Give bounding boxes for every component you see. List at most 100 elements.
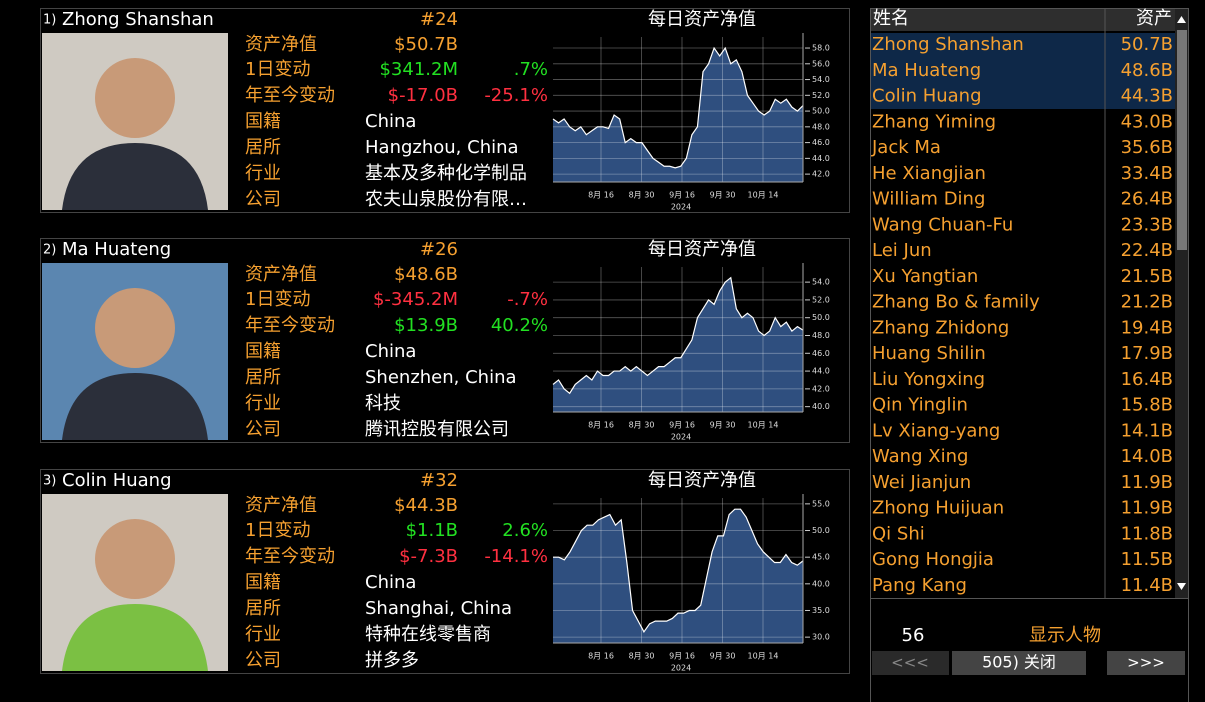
x-tick-label: 10月 14 <box>748 191 779 200</box>
list-value: 26.4B <box>1121 189 1173 210</box>
x-tick-label: 8月 30 <box>629 191 655 200</box>
list-name[interactable]: Jack Ma <box>871 137 941 158</box>
field-label: 资产净值 <box>245 34 317 55</box>
list-name[interactable]: Wang Chuan-Fu <box>872 214 1013 235</box>
list-name[interactable]: Zhang Bo & family <box>872 292 1040 313</box>
field-pct: -25.1% <box>484 85 548 106</box>
x-tick-label: 8月 30 <box>629 421 655 430</box>
profile-index: 3) <box>43 474 56 489</box>
field-value: $13.9B <box>394 315 458 336</box>
list-value: 11.9B <box>1121 472 1173 493</box>
field-text: Hangzhou, China <box>365 137 519 158</box>
photo-head <box>95 288 175 368</box>
list-value: 44.3B <box>1121 86 1173 107</box>
y-tick-label: 52.0 <box>812 295 830 304</box>
button-label: 505) 关闭 <box>982 653 1056 672</box>
list-name[interactable]: Zhong Huijuan <box>872 498 1004 519</box>
field-text: 拼多多 <box>365 650 419 671</box>
field-label: 资产净值 <box>245 495 317 516</box>
photo-head <box>95 58 175 138</box>
profile-index: 1) <box>43 13 56 28</box>
field-label: 居所 <box>245 598 281 619</box>
scroll-up[interactable] <box>1177 16 1186 23</box>
y-tick-label: 42.0 <box>812 384 830 393</box>
list-name[interactable]: Colin Huang <box>872 86 982 107</box>
list-value: 22.4B <box>1121 240 1173 261</box>
list-name[interactable]: Qin Yinglin <box>872 395 968 416</box>
list-name[interactable]: Lei Jun <box>872 240 932 261</box>
scroll-down[interactable] <box>1177 583 1186 590</box>
y-tick-label: 50.0 <box>812 526 830 535</box>
y-tick-label: 54.0 <box>812 278 830 287</box>
profile-rank: #24 <box>420 9 458 30</box>
list-value: 19.4B <box>1121 317 1173 338</box>
list-name[interactable]: Zhang Yiming <box>872 111 996 132</box>
field-label: 年至今变动 <box>245 546 335 567</box>
x-tick-label: 9月 30 <box>710 421 736 430</box>
y-tick-label: 46.0 <box>812 349 830 358</box>
list-name[interactable]: Zhong Shanshan <box>872 34 1024 55</box>
button-next[interactable] <box>1107 651 1185 675</box>
chart-title: 每日资产净值 <box>648 9 756 30</box>
scrollbar-thumb[interactable] <box>1177 30 1187 250</box>
field-label: 国籍 <box>245 341 281 362</box>
button-label: <<< <box>891 654 929 672</box>
photo-body <box>62 373 208 440</box>
list-name[interactable]: Lv Xiang-yang <box>872 420 1000 441</box>
y-tick-label: 58.0 <box>812 44 830 53</box>
y-tick-label: 50.0 <box>812 313 830 322</box>
list-value: 14.1B <box>1121 420 1173 441</box>
y-tick-label: 35.0 <box>812 606 830 615</box>
show-label: 显示人物 <box>1029 625 1101 646</box>
list-value: 16.4B <box>1121 369 1173 390</box>
x-tick-label: 9月 30 <box>710 191 736 200</box>
list-name[interactable]: Qi Shi <box>872 523 925 544</box>
field-label: 公司 <box>245 419 281 440</box>
count: 56 <box>902 625 925 646</box>
list-name[interactable]: Wei Jianjun <box>872 472 971 493</box>
x-tick-label: 9月 30 <box>710 652 736 661</box>
field-text: 腾讯控股有限公司 <box>365 419 509 440</box>
field-label: 居所 <box>245 137 281 158</box>
list-name[interactable]: Liu Yongxing <box>872 369 985 390</box>
list-highlight <box>871 33 1175 109</box>
list-name[interactable]: Zhang Zhidong <box>872 317 1009 338</box>
field-pct: 40.2% <box>491 315 548 336</box>
list-name[interactable]: Huang Shilin <box>872 343 986 364</box>
list-name[interactable]: William Ding <box>872 189 985 210</box>
list-value: 11.5B <box>1121 549 1173 570</box>
field-label: 行业 <box>245 163 281 184</box>
x-tick-label: 10月 14 <box>748 652 779 661</box>
chart-title: 每日资产净值 <box>648 239 756 260</box>
field-label: 资产净值 <box>245 264 317 285</box>
list-name[interactable]: Pang Kang <box>872 575 967 596</box>
photo-body <box>62 143 208 210</box>
field-label: 行业 <box>245 393 281 414</box>
y-tick-label: 42.0 <box>812 170 830 179</box>
field-value: $1.1B <box>406 520 458 541</box>
button-close[interactable] <box>952 651 1086 675</box>
list-value: 35.6B <box>1121 137 1173 158</box>
list-name[interactable]: Xu Yangtian <box>872 266 978 287</box>
list-name[interactable]: Gong Hongjia <box>872 549 994 570</box>
list-name[interactable]: Ma Huateng <box>872 60 981 81</box>
y-tick-label: 48.0 <box>812 122 830 131</box>
list-name[interactable]: Wang Xing <box>872 446 968 467</box>
field-text: China <box>365 111 416 132</box>
photo <box>42 33 228 210</box>
y-tick-label: 40.0 <box>812 402 830 411</box>
list-name[interactable]: He Xiangjian <box>872 163 986 184</box>
field-text: China <box>365 341 416 362</box>
line <box>552 46 804 169</box>
list-value: 15.8B <box>1121 395 1173 416</box>
list-value: 11.8B <box>1121 523 1173 544</box>
list-value: 11.9B <box>1121 498 1173 519</box>
y-tick-label: 56.0 <box>812 59 830 68</box>
photo-head <box>95 519 175 599</box>
line <box>553 508 804 633</box>
list-value: 17.9B <box>1121 343 1173 364</box>
button-prev[interactable] <box>872 651 949 675</box>
y-tick-label: 44.0 <box>812 154 830 163</box>
area-fill <box>553 48 803 182</box>
y-tick-label: 48.0 <box>812 331 830 340</box>
